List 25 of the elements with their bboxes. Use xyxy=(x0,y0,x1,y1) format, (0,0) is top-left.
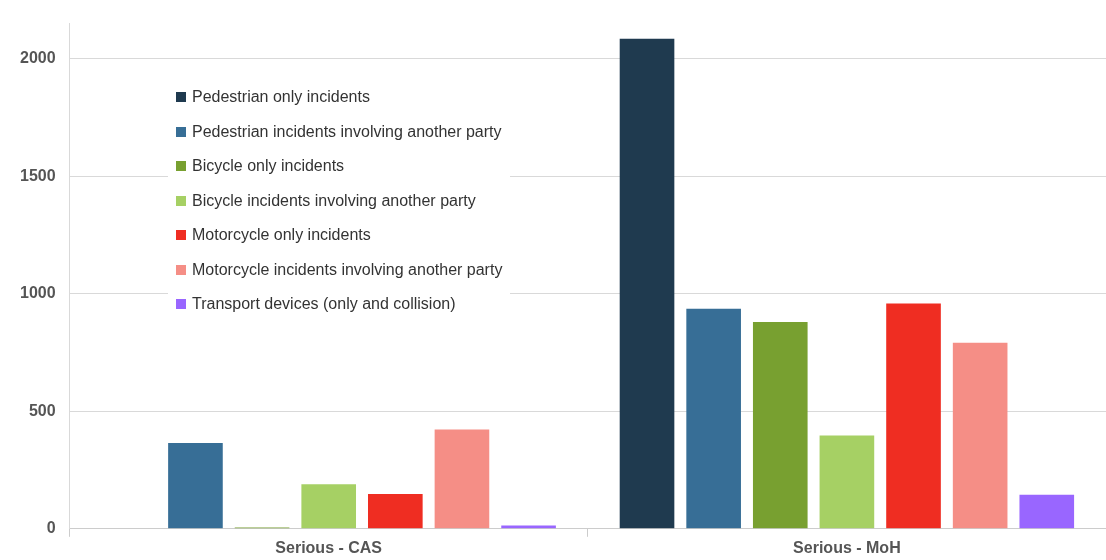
x-tick-label: Serious - CAS xyxy=(275,538,383,556)
bar xyxy=(1019,494,1075,529)
bar xyxy=(686,308,741,529)
legend-label: Transport devices (only and collision) xyxy=(192,295,456,314)
bar xyxy=(619,38,675,529)
bar xyxy=(752,322,808,529)
bar xyxy=(368,494,423,529)
legend-label: Pedestrian only incidents xyxy=(192,88,370,107)
legend-label: Motorcycle only incidents xyxy=(192,226,371,245)
y-tick-label: 500 xyxy=(28,401,56,419)
y-tick-label: 2000 xyxy=(20,49,56,67)
legend-label: Motorcycle incidents involving another party xyxy=(192,260,503,279)
y-tick-label: 0 xyxy=(46,519,56,537)
y-tick-label: 1500 xyxy=(20,166,56,184)
y-tick-label: 1000 xyxy=(20,284,56,302)
bar xyxy=(301,484,357,529)
legend-label: Bicycle only incidents xyxy=(192,157,345,176)
bar xyxy=(434,429,490,529)
bar xyxy=(952,342,1008,529)
bar xyxy=(168,443,223,529)
bar xyxy=(886,303,941,529)
bar xyxy=(819,435,875,529)
legend-label: Pedestrian incidents involving another party xyxy=(192,122,502,141)
legend-label: Bicycle incidents involving another party xyxy=(192,191,476,210)
x-tick-label: Serious - MoH xyxy=(793,538,901,556)
